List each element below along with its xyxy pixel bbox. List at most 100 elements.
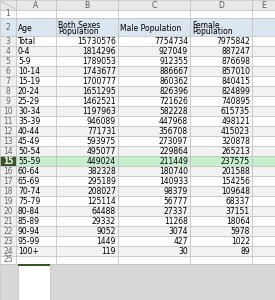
Bar: [190, 106, 252, 116]
Text: A: A: [33, 1, 38, 10]
Text: 208027: 208027: [87, 187, 116, 196]
Bar: [16, 136, 56, 146]
Text: 37151: 37151: [226, 206, 250, 215]
Bar: [16, 206, 56, 216]
Bar: [56, 10, 118, 18]
Bar: [252, 106, 275, 116]
Bar: [56, 0, 118, 10]
Text: 6: 6: [6, 67, 10, 76]
Text: 25: 25: [3, 256, 13, 265]
Bar: [56, 18, 118, 36]
Bar: [190, 226, 252, 236]
Bar: [190, 18, 252, 36]
Bar: [0, 116, 16, 126]
Text: 447968: 447968: [159, 116, 188, 125]
Bar: [118, 56, 190, 66]
Text: 211449: 211449: [159, 157, 188, 166]
Bar: [118, 106, 190, 116]
Bar: [0, 46, 16, 56]
Bar: [190, 10, 252, 18]
Text: 9052: 9052: [97, 226, 116, 236]
Bar: [56, 96, 118, 106]
Bar: [252, 226, 275, 236]
Bar: [56, 186, 118, 196]
Bar: [118, 66, 190, 76]
Bar: [118, 166, 190, 176]
Bar: [118, 156, 190, 166]
Text: 20-24: 20-24: [18, 86, 40, 95]
Bar: [190, 136, 252, 146]
Bar: [252, 216, 275, 226]
Text: 23: 23: [3, 236, 13, 245]
Text: 356708: 356708: [159, 127, 188, 136]
Bar: [0, 66, 16, 76]
Text: 100+: 100+: [18, 247, 39, 256]
Text: 35-39: 35-39: [18, 116, 40, 125]
Text: 495077: 495077: [87, 146, 116, 155]
Text: 2: 2: [6, 22, 10, 32]
Bar: [118, 86, 190, 96]
Bar: [0, 226, 16, 236]
Bar: [190, 126, 252, 136]
Bar: [252, 126, 275, 136]
Bar: [0, 146, 16, 156]
Text: 8: 8: [6, 86, 10, 95]
Text: 17: 17: [3, 176, 13, 185]
Bar: [190, 156, 252, 166]
Bar: [252, 76, 275, 86]
Text: 840415: 840415: [221, 76, 250, 85]
Text: 1651295: 1651295: [82, 86, 116, 95]
Bar: [118, 76, 190, 86]
Text: 771731: 771731: [87, 127, 116, 136]
Bar: [16, 186, 56, 196]
Text: 427: 427: [174, 236, 188, 245]
Text: 18064: 18064: [226, 217, 250, 226]
Text: 946089: 946089: [87, 116, 116, 125]
Text: 927049: 927049: [159, 46, 188, 56]
Text: 740895: 740895: [221, 97, 250, 106]
Bar: [190, 116, 252, 126]
Text: 15-19: 15-19: [18, 76, 40, 85]
Bar: [0, 76, 16, 86]
Text: 229864: 229864: [159, 146, 188, 155]
Bar: [18, 264, 50, 266]
Bar: [252, 136, 275, 146]
Text: 415023: 415023: [221, 127, 250, 136]
Bar: [56, 136, 118, 146]
Text: 13: 13: [3, 136, 13, 146]
Text: 55-59: 55-59: [18, 157, 40, 166]
Text: 50-54: 50-54: [18, 146, 40, 155]
Text: 65-69: 65-69: [18, 176, 40, 185]
Text: 21: 21: [3, 217, 13, 226]
Text: 29332: 29332: [92, 217, 116, 226]
Bar: [56, 116, 118, 126]
Bar: [0, 256, 16, 264]
Bar: [252, 246, 275, 256]
Bar: [118, 146, 190, 156]
Bar: [16, 226, 56, 236]
Bar: [118, 96, 190, 106]
Text: 40-44: 40-44: [18, 127, 40, 136]
Bar: [190, 236, 252, 246]
Text: 19: 19: [3, 196, 13, 206]
Text: C: C: [151, 1, 157, 10]
Bar: [0, 216, 16, 226]
Text: 295189: 295189: [87, 176, 116, 185]
Text: 25-29: 25-29: [18, 97, 40, 106]
Text: 7: 7: [6, 76, 10, 85]
Text: Both Sexes: Both Sexes: [58, 21, 100, 30]
Bar: [56, 256, 118, 264]
Bar: [56, 76, 118, 86]
Bar: [16, 106, 56, 116]
Text: 0-4: 0-4: [18, 46, 31, 56]
Bar: [252, 256, 275, 264]
Text: 857010: 857010: [221, 67, 250, 76]
Text: 5978: 5978: [231, 226, 250, 236]
Text: D: D: [218, 1, 224, 10]
Text: 824899: 824899: [221, 86, 250, 95]
Text: 912355: 912355: [159, 56, 188, 65]
Bar: [190, 36, 252, 46]
Text: 1814296: 1814296: [82, 46, 116, 56]
Bar: [0, 186, 16, 196]
Bar: [0, 56, 16, 66]
